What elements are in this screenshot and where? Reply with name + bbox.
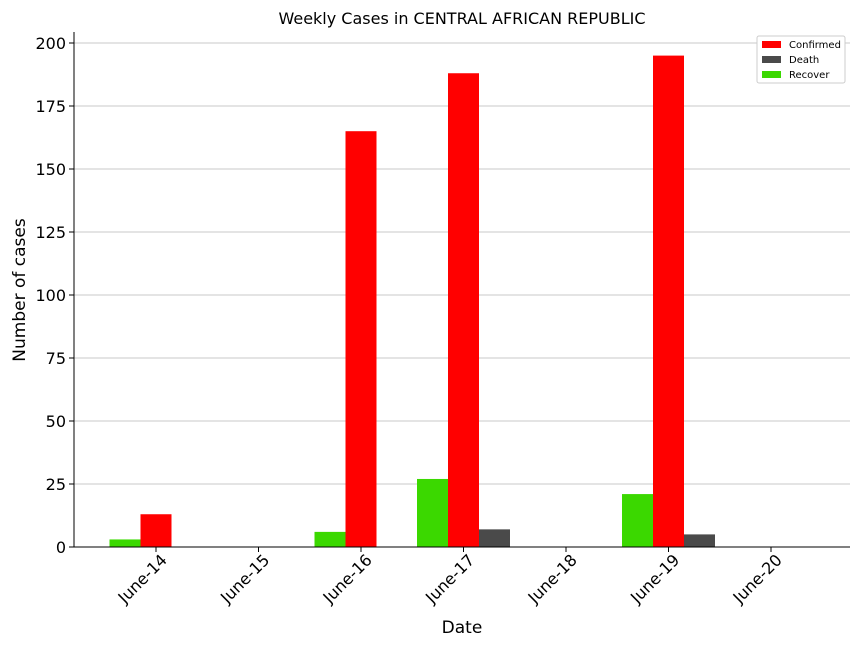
x-tick-labels: June-14 June-15 June-16 June-17 June-18 June-…: [114, 547, 786, 608]
x-tick-label: June-16: [319, 550, 376, 607]
bar-confirmed-june-17: [448, 73, 479, 548]
y-tick-label: 0: [56, 538, 66, 557]
bar-recover-june-17: [417, 478, 448, 547]
bar-confirmed-june-14: [140, 514, 172, 547]
bar-confirmed-june-16: [345, 131, 377, 547]
bars: [109, 55, 715, 548]
legend-label-confirmed: Confirmed: [789, 40, 841, 51]
legend-swatch-recover: [762, 71, 781, 78]
x-axis-label: Date: [442, 618, 483, 638]
bar-death-june-17: [479, 529, 510, 547]
y-tick-label: 75: [46, 349, 66, 368]
bar-recover-june-16: [314, 531, 346, 547]
y-tick-label: 175: [35, 97, 66, 116]
y-tick-label: 100: [35, 286, 66, 305]
y-tick-label: 125: [35, 223, 66, 242]
legend-label-death: Death: [789, 55, 819, 66]
y-tick-label: 150: [35, 160, 66, 179]
x-tick-label: June-14: [114, 550, 171, 607]
y-tick-labels: 0 25 50 75 100 125 150 175 200: [35, 34, 74, 557]
axes: [73, 32, 850, 548]
x-tick-label: June-19: [626, 550, 683, 607]
x-tick-label: June-20: [729, 550, 786, 607]
y-tick-label: 25: [46, 475, 66, 494]
legend-swatch-death: [762, 56, 781, 63]
legend-label-recover: Recover: [789, 70, 830, 81]
x-tick-label: June-15: [216, 550, 273, 607]
bar-confirmed-june-19: [653, 55, 684, 547]
bar-recover-june-19: [622, 494, 653, 547]
x-tick-label: June-18: [524, 550, 581, 607]
legend: Confirmed Death Recover: [756, 35, 846, 84]
bar-recover-june-14: [109, 539, 141, 547]
y-tick-label: 200: [35, 34, 66, 53]
y-axis-label: Number of cases: [10, 218, 30, 362]
legend-swatch-confirmed: [762, 41, 781, 48]
chart-title: Weekly Cases in CENTRAL AFRICAN REPUBLIC: [278, 9, 645, 28]
bar-death-june-19: [684, 534, 715, 547]
y-tick-label: 50: [46, 412, 66, 431]
x-tick-label: June-17: [421, 550, 478, 607]
